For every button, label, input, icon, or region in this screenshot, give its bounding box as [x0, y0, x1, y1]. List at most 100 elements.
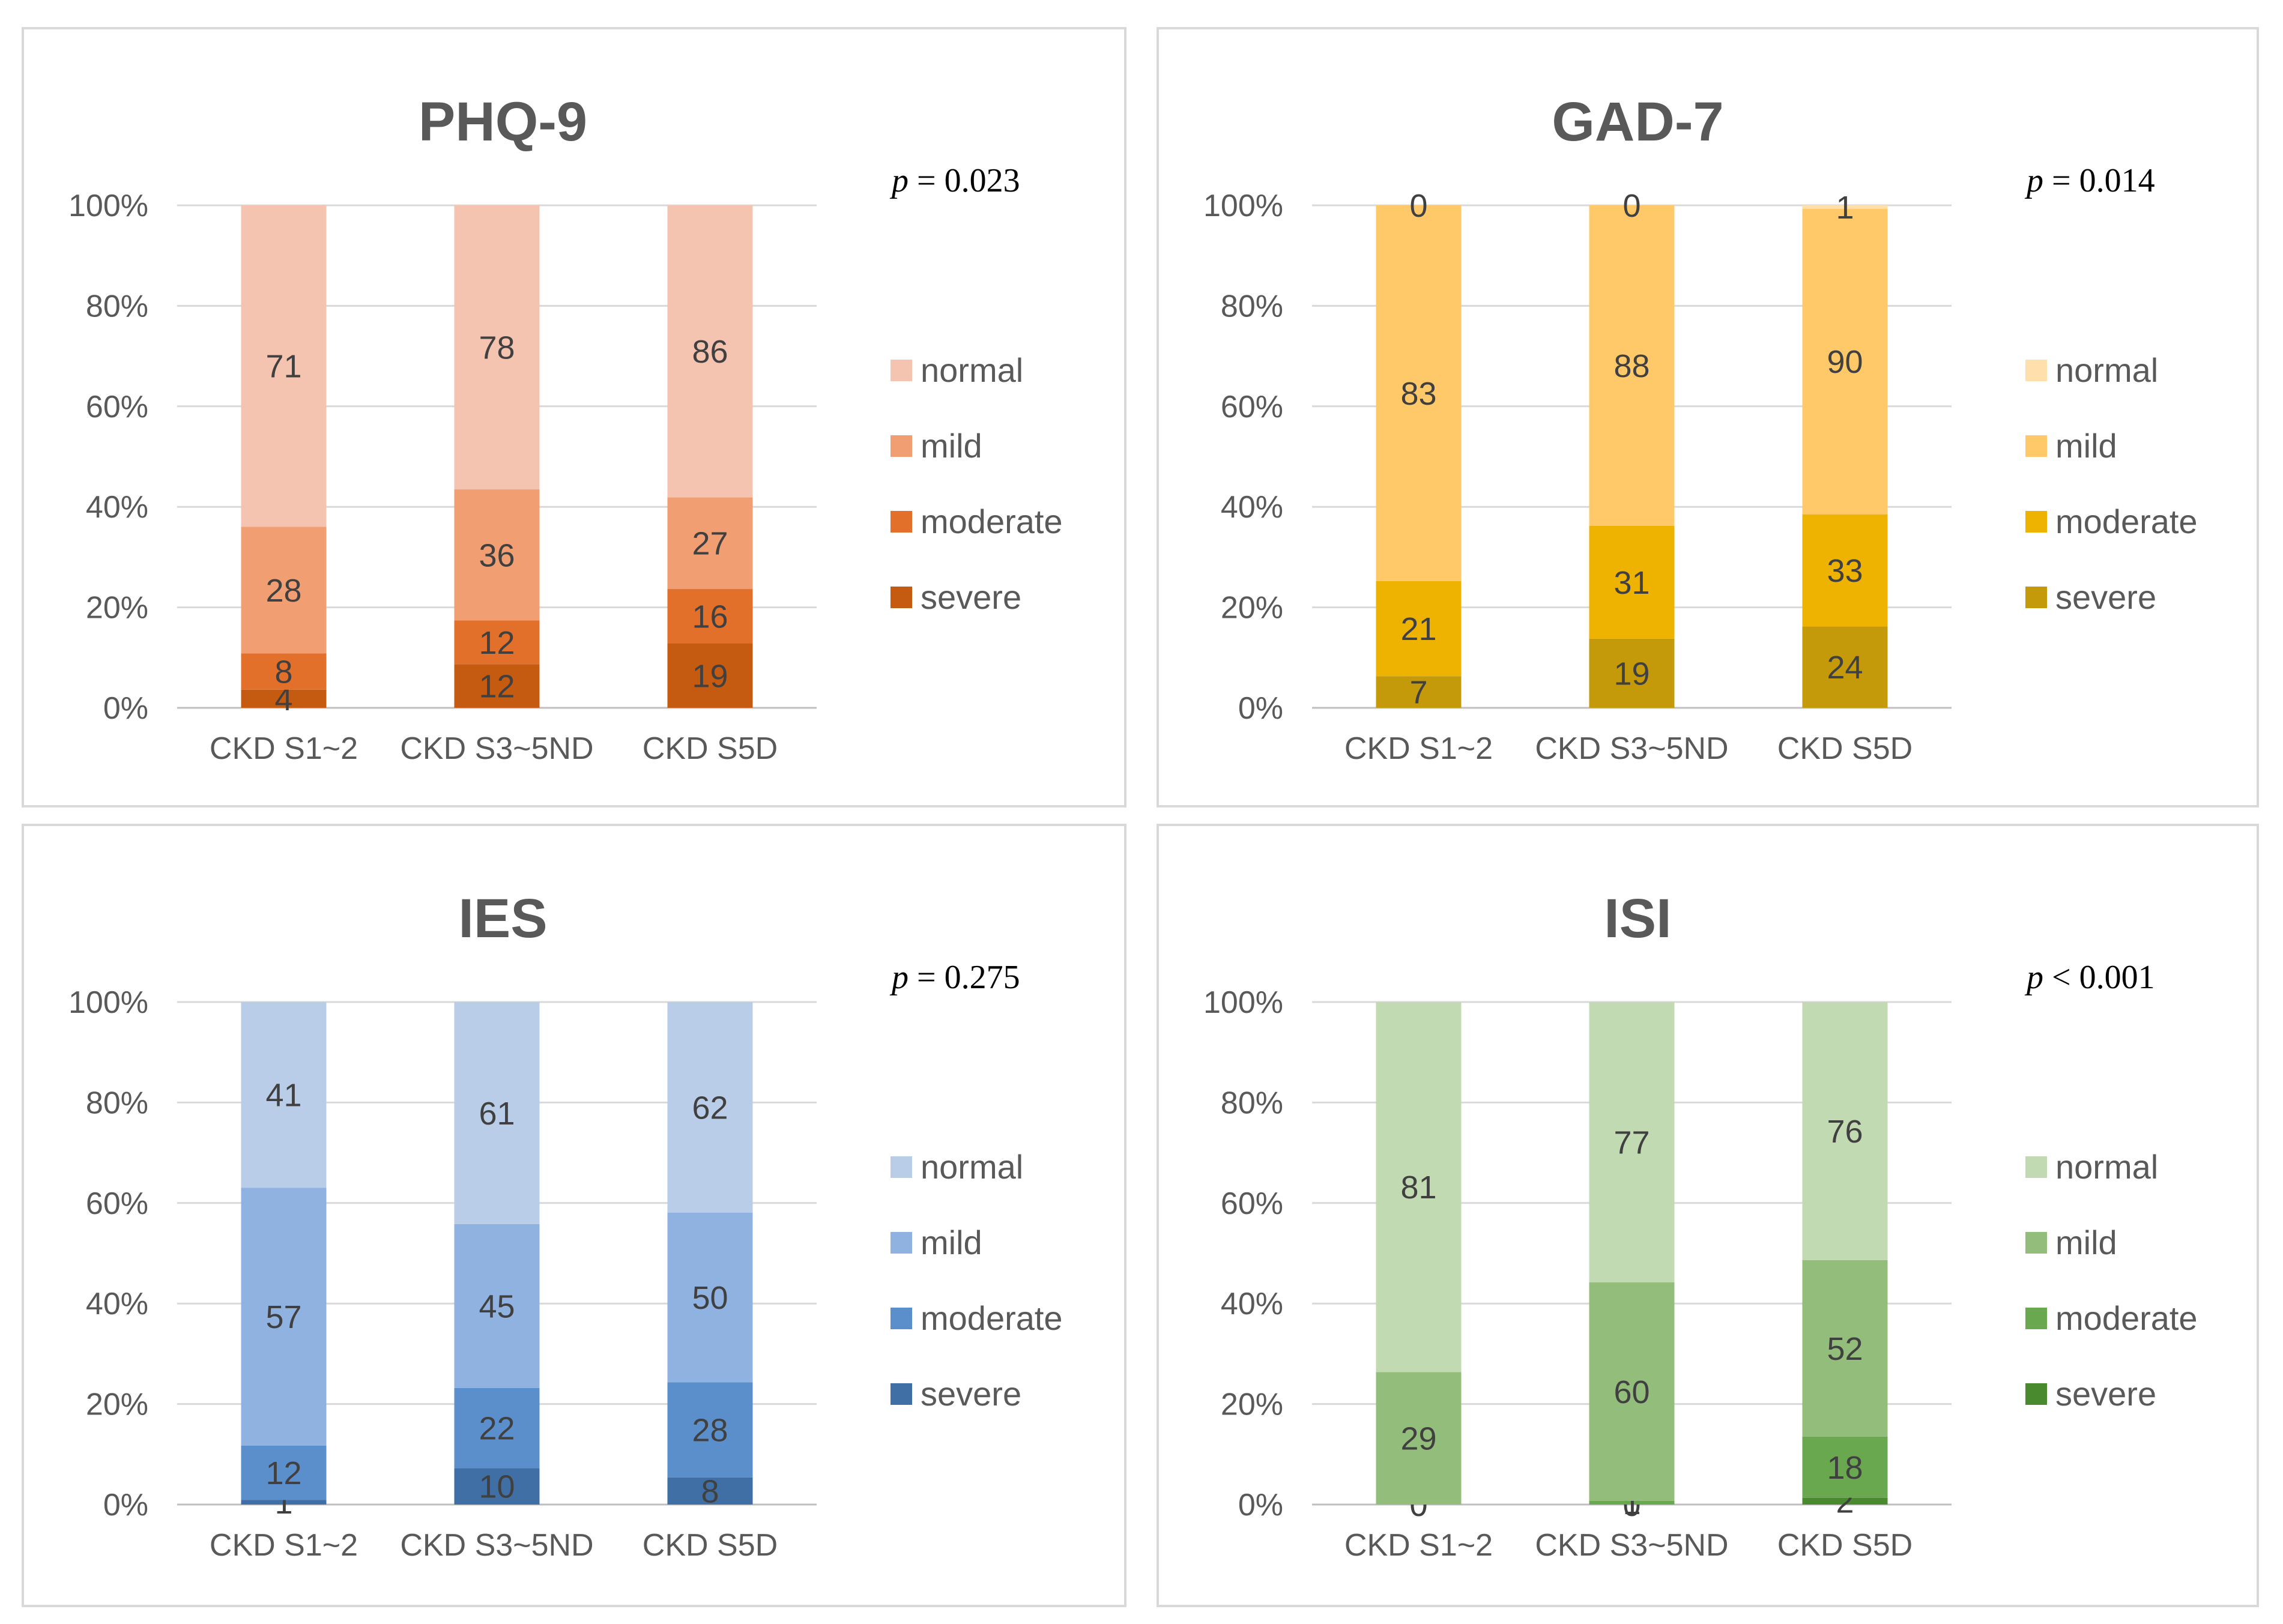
data-label: 61 — [479, 1096, 515, 1132]
x-category-label: CKD S1~2 — [1344, 731, 1493, 766]
bar-segment-mild — [1589, 205, 1675, 526]
legend-swatch-normal — [2025, 1156, 2047, 1178]
bar-segment-severe — [454, 664, 540, 708]
legend-label: severe — [921, 1375, 1021, 1413]
x-category-label: CKD S1~2 — [1344, 1528, 1493, 1563]
p-value-symbol: p — [889, 162, 909, 199]
bar-segment-mild — [667, 1212, 753, 1383]
y-tick-label: 100% — [1203, 985, 1283, 1020]
chart-panel-isi: ISI 0% 20% 40% 60% 80% 100% 0 0 29 81 CKD S1~2 0 1 60 7… — [1157, 824, 2259, 1607]
y-tick-label: 100% — [68, 985, 148, 1020]
bar-segment-normal — [1376, 1002, 1462, 1372]
data-label: 12 — [479, 669, 515, 705]
bar-segment-normal — [454, 1002, 540, 1224]
data-label: 50 — [692, 1280, 728, 1316]
data-label: 36 — [479, 537, 515, 573]
y-tick-label: 20% — [86, 591, 148, 626]
chart-panel-phq9: PHQ-9 0% 20% 40% 60% 80% 100% 4 8 28 71 CKD S1~2 12 1… — [22, 27, 1126, 807]
data-label: 0 — [1622, 188, 1640, 224]
y-tick-label: 60% — [1221, 1186, 1283, 1221]
data-label: 12 — [479, 625, 515, 661]
chart-title: GAD-7 — [1552, 91, 1723, 152]
data-label: 7 — [1409, 675, 1427, 711]
y-tick-label: 40% — [1221, 490, 1283, 525]
data-label: 41 — [265, 1078, 301, 1114]
data-label: 33 — [1827, 553, 1863, 589]
data-label: 22 — [479, 1411, 515, 1447]
y-tick-label: 100% — [68, 189, 148, 223]
data-label: 62 — [692, 1090, 728, 1126]
data-label: 83 — [1400, 376, 1436, 412]
y-tick-label: 20% — [1221, 591, 1283, 626]
legend-swatch-moderate — [2025, 1308, 2047, 1329]
y-tick-label: 100% — [1203, 189, 1283, 223]
p-value-text: = 0.014 — [2052, 162, 2155, 199]
chart-panel-ies: IES 0% 20% 40% 60% 80% 100% 1 12 57 41 CKD S1~2 10 22… — [22, 824, 1126, 1607]
data-label: 90 — [1827, 344, 1863, 380]
data-label: 1 — [1836, 190, 1854, 226]
legend-label: moderate — [921, 1299, 1063, 1337]
bar-segment-severe — [1802, 1497, 1888, 1505]
y-tick-label: 80% — [86, 1085, 148, 1120]
legend-swatch-normal — [891, 1156, 912, 1178]
legend-label: normal — [921, 351, 1023, 389]
data-label: 12 — [265, 1455, 301, 1491]
p-value-annotation: p = 0.275 — [889, 959, 1020, 996]
legend-label: severe — [921, 578, 1021, 616]
legend-swatch-mild — [891, 435, 912, 457]
x-category-label: CKD S5D — [643, 1528, 778, 1563]
bar-segment-moderate — [1802, 514, 1888, 627]
y-tick-label: 60% — [86, 1186, 148, 1221]
bar-segment-moderate — [241, 1445, 327, 1500]
bar-segment-mild — [667, 497, 753, 590]
data-label: 19 — [1613, 656, 1650, 692]
bar-segment-normal — [1589, 1002, 1675, 1283]
y-tick-label: 60% — [86, 390, 148, 424]
p-value-text: = 0.023 — [917, 162, 1020, 199]
legend-swatch-mild — [2025, 435, 2047, 457]
bar-segment-moderate — [454, 620, 540, 665]
p-value-annotation: p = 0.014 — [2024, 162, 2155, 199]
data-label: 52 — [1827, 1331, 1863, 1367]
data-label: 60 — [1613, 1374, 1650, 1410]
data-label: 21 — [1400, 611, 1436, 647]
data-label: 28 — [265, 573, 301, 609]
p-value-annotation: p < 0.001 — [2024, 959, 2155, 996]
bar-segment-moderate — [667, 589, 753, 644]
data-label: 86 — [692, 334, 728, 370]
bar-segment-severe — [241, 1500, 327, 1505]
bar-segment-normal — [1802, 205, 1888, 209]
bar-segment-mild — [241, 527, 327, 654]
bar-segment-moderate — [1589, 1500, 1675, 1505]
data-label: 8 — [701, 1473, 719, 1509]
bar-segment-mild — [1802, 1260, 1888, 1437]
data-label: 71 — [265, 349, 301, 385]
bar-segment-mild — [241, 1188, 327, 1446]
y-tick-label: 0% — [1238, 1488, 1283, 1523]
data-label: 29 — [1400, 1421, 1436, 1457]
y-tick-label: 40% — [86, 1287, 148, 1321]
bar-segment-normal — [1802, 1002, 1888, 1260]
bar-segment-severe — [1376, 676, 1462, 708]
y-tick-label: 80% — [86, 289, 148, 324]
y-tick-label: 0% — [103, 1488, 148, 1523]
p-value-symbol: p — [2024, 162, 2043, 199]
data-label: 10 — [479, 1469, 515, 1505]
legend-label: mild — [2055, 427, 2117, 465]
bar-segment-mild — [1589, 1282, 1675, 1501]
bar-segment-severe — [1802, 626, 1888, 708]
p-value-symbol: p — [889, 959, 909, 996]
bar-segment-severe — [241, 689, 327, 708]
data-label: 8 — [274, 654, 292, 690]
bar-segment-mild — [454, 1224, 540, 1388]
legend-swatch-normal — [891, 360, 912, 381]
bar-segment-mild — [1376, 205, 1462, 581]
chart-gad7: GAD-7 0% 20% 40% 60% 80% 100% 7 21 83 0 CKD S1~2 19 3… — [1203, 91, 2198, 766]
legend-swatch-moderate — [891, 1308, 912, 1329]
x-category-label: CKD S5D — [1777, 1528, 1913, 1563]
bar-segment-mild — [1802, 208, 1888, 515]
legend-label: moderate — [2055, 503, 2198, 540]
chart-panel-gad7: GAD-7 0% 20% 40% 60% 80% 100% 7 21 83 0 CKD S1~2 19 3… — [1157, 27, 2259, 807]
